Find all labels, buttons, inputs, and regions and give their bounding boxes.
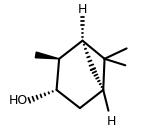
Polygon shape xyxy=(35,52,59,59)
Text: H: H xyxy=(78,3,87,16)
Text: HO: HO xyxy=(9,94,28,107)
Text: H: H xyxy=(106,115,116,128)
